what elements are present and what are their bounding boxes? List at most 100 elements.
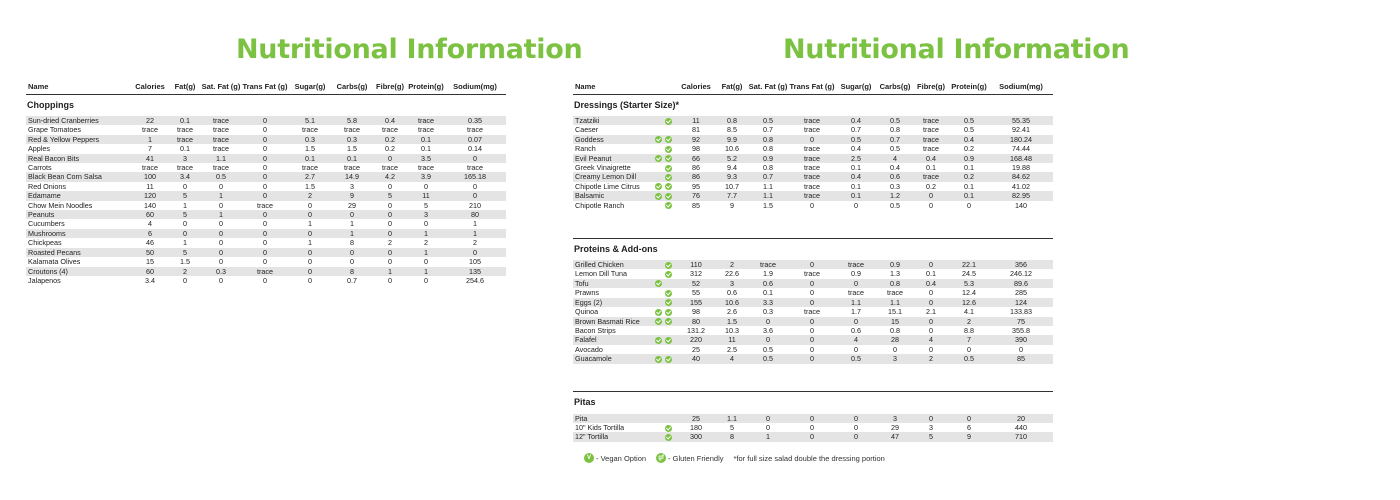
divider-cell	[573, 377, 1053, 393]
value-cell: 0.5	[877, 116, 913, 126]
column-header: Sodium(mg)	[989, 80, 1053, 95]
value-cell: 0	[263, 238, 267, 248]
value-cell: 0	[967, 200, 971, 210]
value-cell: 0	[929, 344, 933, 354]
value-cell: 0	[263, 219, 267, 229]
item-name: Balsamic	[573, 191, 653, 201]
value-cell: 440	[1015, 422, 1027, 432]
value-cell: 41.02	[1012, 181, 1030, 191]
table-row: Brown Basmati Rice 80 1.5 0 0 0 15 0 2 75	[573, 316, 1053, 326]
column-header: Carbs(g)	[877, 80, 913, 95]
value-cell: trace	[913, 134, 949, 145]
value-cell: trace	[213, 163, 229, 173]
table-row: Bacon Strips 131.2 10.3 3.6 0 0.6 0.8 0 8.8 355.8	[573, 326, 1053, 335]
table-row: Greek Vinaigrette 86 9.4 0.8 trace 0.1 0.4 0.1 0…	[573, 163, 1053, 172]
value-cell: 11	[675, 116, 717, 126]
value-cell: 3	[408, 210, 444, 220]
value-cell: 12.6	[949, 297, 989, 308]
value-cell: 165.18	[444, 172, 506, 182]
value-cell: 8	[717, 432, 747, 442]
value-cell: 0	[854, 200, 858, 210]
value-cell: 0	[332, 210, 372, 220]
value-cell: trace	[257, 200, 273, 210]
value-cell: 81	[692, 125, 700, 135]
value-cell: 4.2	[372, 172, 408, 182]
value-cell: 0	[949, 413, 989, 423]
value-cell: 0	[263, 275, 267, 285]
value-cell: 0.4	[372, 116, 408, 126]
value-cell: 0.4	[835, 172, 877, 182]
value-cell: 1	[308, 238, 312, 248]
value-cell: 5	[372, 191, 408, 201]
item-name: Brown Basmati Rice	[573, 316, 653, 326]
table-row: Tzatziki 11 0.8 0.5 trace 0.4 0.5 trace 0.5 55.35	[573, 116, 1053, 126]
value-cell: 0	[789, 134, 835, 145]
section-divider	[573, 377, 1053, 393]
value-cell: 2.7	[288, 172, 332, 182]
value-cell: 0	[473, 181, 477, 191]
vegan-legend-label: - Vegan Option	[596, 453, 647, 463]
value-cell: trace	[913, 116, 949, 126]
section-header: Pitas	[573, 392, 1053, 414]
value-cell: 0.5	[747, 116, 789, 126]
value-cell: 0.3	[890, 181, 900, 191]
value-cell: 29	[348, 200, 356, 210]
value-cell: 40	[675, 354, 717, 364]
value-cell: 0.5	[747, 354, 789, 364]
value-cell: 140	[1015, 200, 1027, 210]
value-cell: 180.24	[989, 134, 1053, 145]
value-cell: 0	[444, 191, 506, 201]
value-cell: 0	[747, 335, 789, 345]
value-cell: 0	[810, 288, 814, 298]
value-cell: 0.5	[890, 200, 900, 210]
vegan-icon	[655, 192, 662, 200]
item-name: Tofu	[573, 278, 653, 289]
value-cell: 0	[444, 247, 506, 258]
value-cell: 28	[877, 335, 913, 345]
value-cell: trace	[789, 191, 835, 201]
value-cell: 3.5	[408, 153, 444, 164]
value-cell: 15.1	[888, 307, 902, 317]
value-cell: 0	[219, 275, 223, 285]
value-cell: 86	[692, 163, 700, 173]
diet-icons	[653, 116, 675, 126]
value-cell: trace	[382, 125, 398, 135]
gluten-friendly-icon: gf	[656, 453, 667, 463]
value-cell: 0.35	[444, 116, 506, 126]
table-row: Kalamata Olives 15 1.5 0 0 0 0 0 0 105	[26, 257, 506, 266]
value-cell: 0	[789, 413, 835, 423]
diet-icons	[653, 125, 675, 134]
value-cell: 0	[388, 219, 392, 229]
diet-icons	[653, 423, 675, 432]
value-cell: 0	[789, 297, 835, 308]
diet-icons	[653, 163, 675, 172]
value-cell: 1.1	[835, 297, 877, 308]
table-row: Roasted Pecans 50 5 0 0 0 0 0 1 0	[26, 247, 506, 258]
value-cell: 80	[444, 210, 506, 220]
value-cell: trace	[242, 266, 288, 276]
value-cell: 0	[929, 325, 933, 335]
value-cell: 0	[929, 200, 933, 210]
value-cell: 0	[893, 344, 897, 354]
section-spacer	[573, 210, 1053, 224]
section-header: Dressings (Starter Size)*	[573, 94, 1053, 116]
gluten-friendly-icon	[665, 155, 672, 163]
value-cell: trace	[804, 163, 820, 173]
value-cell: 0.1	[288, 153, 332, 164]
value-cell: 1.5	[180, 257, 190, 267]
value-cell: 4	[877, 153, 913, 164]
value-cell: 1	[444, 228, 506, 239]
value-cell: 1.1	[200, 153, 242, 164]
column-header: Sodium(mg)	[444, 80, 506, 95]
value-cell: trace	[170, 134, 200, 145]
vegan-icon	[655, 336, 662, 344]
item-name: Goddess	[573, 134, 653, 145]
value-cell: 0	[242, 172, 288, 182]
value-cell: trace	[923, 144, 939, 154]
value-cell: 0	[789, 278, 835, 289]
table-header: Name Calories Fat(g) Sat. Fat (g) Trans Fat …	[573, 80, 1053, 95]
table-row: Cucumbers 4 0 0 0 1 1 0 0 1	[26, 219, 506, 228]
item-name: Apples	[28, 144, 50, 154]
vegan-icon: V	[584, 453, 594, 463]
value-cell: 0.3	[288, 134, 332, 145]
